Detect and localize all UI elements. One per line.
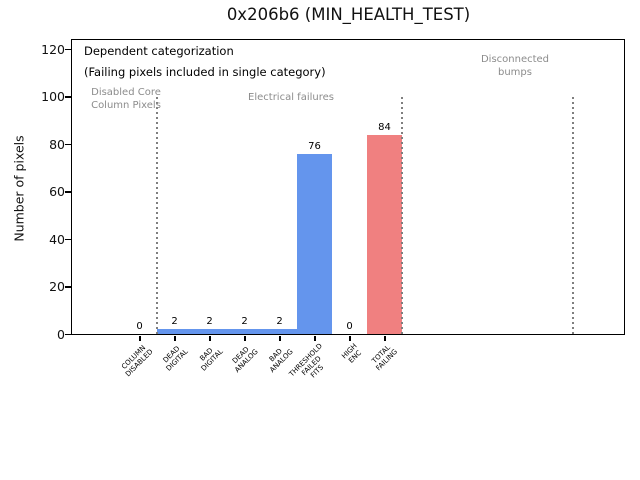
y-tick-label: 100 <box>41 89 65 104</box>
y-tick-label: 40 <box>49 231 65 247</box>
y-tick-mark <box>65 143 71 146</box>
annotation-note-line1: Dependent categorization <box>84 44 234 58</box>
category-separator-line <box>572 96 574 334</box>
bar-value-label: 0 <box>346 321 353 332</box>
bar-value-label: 2 <box>171 316 178 328</box>
category-separator-line <box>156 96 158 334</box>
bar-1 <box>157 329 192 334</box>
bar-value-label: 0 <box>136 321 143 332</box>
x-tick-mark <box>279 336 281 341</box>
bar-value-label: 2 <box>276 316 283 328</box>
x-tick-mark <box>139 336 141 341</box>
x-tick-label: COLUMN DISABLED <box>119 343 155 379</box>
chart-title: 0x206b6 (MIN_HEALTH_TEST) <box>226 5 471 24</box>
region-label: Electrical failures <box>248 92 334 103</box>
y-tick-mark <box>65 238 71 241</box>
y-tick-label: 120 <box>41 41 65 57</box>
plot-area: Dependent categorization (Failing pixels… <box>71 39 625 335</box>
x-tick-label: HIGH ENC <box>340 342 364 365</box>
x-tick-label: DEAD DIGITAL <box>161 344 190 373</box>
bar-value-label: 2 <box>241 316 248 328</box>
bar-5 <box>297 153 332 334</box>
x-tick-label: DEAD ANALOG <box>230 345 260 375</box>
x-tick-label: THRESHOLD FAILED FITS <box>287 342 325 380</box>
annotation-note-line2: (Failing pixels included in single categ… <box>84 65 326 79</box>
y-tick-mark <box>65 286 71 288</box>
x-tick-label: TOTAL FAILING <box>370 343 400 373</box>
x-tick-mark <box>244 336 246 341</box>
region-label: Disconnected bumps <box>480 54 550 78</box>
x-tick-mark <box>349 336 351 341</box>
bar-value-label: 76 <box>308 140 321 152</box>
x-tick-mark <box>174 336 176 341</box>
bar-value-label: 84 <box>378 121 391 133</box>
y-tick-mark <box>65 48 71 51</box>
bar-7 <box>367 134 402 334</box>
y-tick-label: 80 <box>49 136 65 152</box>
category-separator-line <box>401 96 403 334</box>
y-tick-mark <box>65 333 71 336</box>
bar-3 <box>227 329 262 334</box>
x-tick-mark <box>384 336 386 341</box>
x-tick-label: BAD DIGITAL <box>198 346 225 373</box>
y-tick-mark <box>65 96 71 98</box>
y-tick-mark <box>65 191 71 193</box>
bar-4 <box>262 329 297 334</box>
region-label: Disabled Core Column Pixels <box>91 87 161 111</box>
bar-2 <box>192 329 227 334</box>
y-tick-label: 20 <box>49 279 65 294</box>
x-tick-mark <box>209 336 211 341</box>
y-tick-label: 60 <box>49 184 65 199</box>
x-tick-mark <box>314 336 316 341</box>
y-tick-label: 0 <box>57 326 65 342</box>
bar-value-label: 2 <box>206 316 213 328</box>
